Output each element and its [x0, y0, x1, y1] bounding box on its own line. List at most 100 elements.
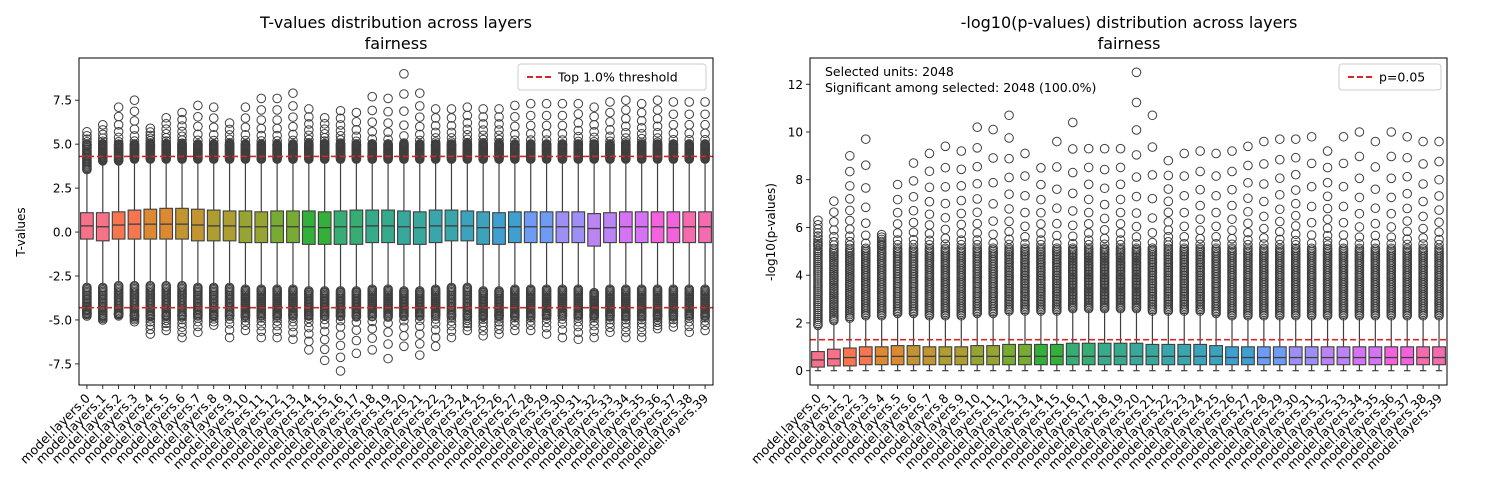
outlier-point — [860, 160, 871, 170]
outlier-point — [1338, 230, 1349, 240]
outlier-point — [1418, 196, 1428, 207]
outlier-point — [1067, 117, 1078, 128]
outlier-point — [1211, 238, 1221, 249]
outlier-point — [1099, 199, 1110, 210]
outlier-point — [494, 125, 504, 135]
outlier-point — [304, 104, 314, 114]
outlier-point — [940, 233, 951, 244]
outlier-point — [1131, 208, 1142, 218]
outlier-point — [668, 314, 679, 325]
outlier-point — [557, 332, 568, 343]
outlier-point — [1179, 231, 1190, 242]
outlier-point — [193, 139, 203, 150]
outlier-point — [414, 321, 425, 332]
outlier-point — [414, 112, 425, 122]
box-iqr — [986, 345, 1001, 366]
box-model.layers.26 — [492, 104, 506, 339]
outlier-point — [924, 196, 935, 207]
outlier-point — [161, 138, 171, 149]
outlier-point — [1131, 67, 1142, 78]
y-tick-label: 10 — [788, 125, 803, 139]
outlier-point — [1099, 225, 1110, 235]
outlier-point — [414, 135, 425, 146]
outlier-point — [193, 111, 203, 122]
outlier-point — [668, 139, 679, 149]
box-iqr — [1049, 343, 1064, 366]
outlier-point — [1227, 184, 1237, 195]
outlier-point — [700, 119, 710, 130]
box-iqr — [826, 348, 841, 367]
box-iqr — [1145, 343, 1160, 366]
outlier-point — [1386, 192, 1397, 203]
outlier-point — [1195, 239, 1205, 250]
outlier-point — [557, 110, 568, 121]
box-model.layers.4 — [874, 229, 889, 372]
outlier-point — [924, 220, 935, 230]
box-model.layers.23 — [1177, 148, 1192, 372]
outlier-point — [860, 218, 871, 228]
outlier-point — [1243, 235, 1253, 245]
outlier-point — [1067, 220, 1078, 231]
outlier-point — [462, 118, 473, 128]
outlier-point — [1147, 227, 1158, 238]
outlier-point — [335, 126, 346, 136]
t-values-chart: T-values distribution across layers fair… — [14, 13, 714, 472]
outlier-point — [1147, 237, 1158, 248]
outlier-point — [573, 98, 584, 109]
outlier-point — [605, 97, 615, 107]
outlier-point — [589, 332, 599, 343]
outlier-point — [161, 124, 171, 134]
outlier-point — [1163, 196, 1174, 207]
box-iqr — [1225, 346, 1239, 366]
outlier-point — [510, 135, 520, 146]
outlier-point — [1274, 173, 1285, 184]
outlier-point — [82, 137, 92, 147]
outlier-point — [1020, 190, 1030, 201]
outlier-point — [956, 208, 967, 219]
outlier-point — [636, 312, 647, 322]
outlier-point — [367, 134, 378, 144]
outlier-point — [1195, 184, 1205, 195]
outlier-point — [304, 317, 314, 328]
outlier-point — [319, 118, 330, 129]
outlier-point — [845, 231, 855, 241]
outlier-point — [636, 332, 647, 343]
outlier-point — [1115, 194, 1126, 205]
outlier-point — [636, 107, 647, 118]
outlier-point — [621, 314, 631, 325]
outlier-point — [1386, 222, 1397, 232]
outlier-point — [1338, 131, 1349, 142]
outlier-point — [1290, 243, 1301, 254]
outlier-point — [845, 181, 855, 191]
box-iqr — [1352, 346, 1367, 366]
outlier-point — [700, 109, 710, 120]
outlier-point — [1099, 183, 1110, 194]
outlier-point — [1259, 233, 1269, 243]
box-model.layers.34 — [618, 95, 633, 343]
outlier-point — [208, 102, 219, 113]
outlier-point — [589, 313, 599, 323]
outlier-point — [876, 229, 887, 240]
outlier-point — [1227, 233, 1237, 244]
outlier-point — [525, 110, 536, 121]
outlier-point — [208, 316, 219, 327]
outlier-point — [1004, 189, 1014, 200]
y-tick-label: 12 — [788, 78, 803, 92]
outlier-point — [1243, 177, 1253, 188]
outlier-point — [988, 177, 998, 188]
outlier-point — [177, 126, 187, 137]
box-iqr — [1384, 346, 1399, 366]
outlier-point — [1259, 243, 1269, 254]
outlier-point — [1434, 227, 1444, 237]
outlier-point — [860, 202, 871, 213]
outlier-point — [177, 121, 187, 131]
outlier-point — [351, 312, 362, 322]
outlier-point — [446, 332, 457, 343]
outlier-point — [494, 314, 504, 324]
outlier-point — [383, 93, 393, 104]
outlier-point — [446, 137, 457, 147]
outlier-point — [193, 129, 203, 140]
outlier-point — [1354, 173, 1365, 184]
outlier-point — [335, 105, 346, 116]
outlier-point — [304, 130, 314, 141]
